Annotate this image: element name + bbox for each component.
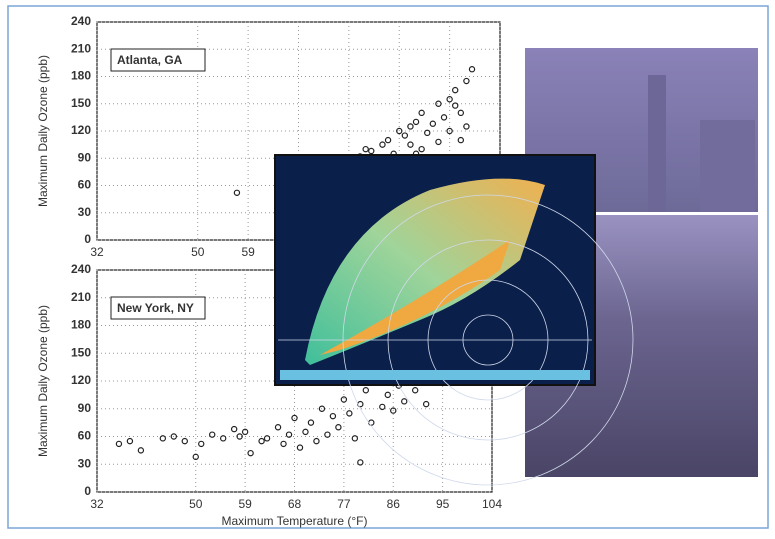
building <box>700 120 755 212</box>
slide: 0 30 60 90 120 150 180 210 240 32 50 59 68 77 86 95 104 M… <box>0 0 775 534</box>
x-axis-label: Maximum Temperature (°F) <box>222 514 368 528</box>
x-tick-label: 50 <box>189 497 203 511</box>
y-tick-label: 60 <box>78 429 92 443</box>
y-tick-label: 240 <box>71 14 91 28</box>
y-tick-label: 180 <box>71 69 91 83</box>
x-tick-label: 50 <box>191 245 205 259</box>
x-tick-label: 32 <box>90 245 104 259</box>
y-tick-label: 30 <box>78 205 92 219</box>
x-tick-label: 59 <box>238 497 252 511</box>
y-tick-label: 210 <box>71 290 91 304</box>
y-tick-label: 30 <box>78 456 92 470</box>
y-tick-label: 240 <box>71 262 91 276</box>
y-tick-label: 180 <box>71 318 91 332</box>
y-tick-label: 150 <box>71 96 91 110</box>
y-axis-label: Maximum Daily Ozone (ppb) <box>36 55 50 207</box>
x-tick-label: 32 <box>90 497 104 511</box>
y-tick-label: 120 <box>71 123 91 137</box>
y-tick-label: 0 <box>84 484 91 498</box>
x-tick-label: 68 <box>288 497 302 511</box>
y-tick-label: 60 <box>78 178 92 192</box>
x-tick-label: 86 <box>387 497 401 511</box>
x-tick-label: 95 <box>436 497 450 511</box>
y-axis-label: Maximum Daily Ozone (ppb) <box>36 305 50 457</box>
y-tick-label: 90 <box>78 150 92 164</box>
annotation: New York, NY <box>117 301 194 315</box>
x-tick-label: 104 <box>482 497 502 511</box>
y-tick-label: 90 <box>78 401 92 415</box>
y-tick-label: 120 <box>71 373 91 387</box>
building <box>648 75 666 212</box>
x-tick-label: 59 <box>241 245 255 259</box>
x-tick-label: 77 <box>337 497 351 511</box>
y-tick-label: 150 <box>71 345 91 359</box>
annotation: Atlanta, GA <box>117 53 183 67</box>
radar-colorbar <box>280 370 590 380</box>
y-tick-label: 0 <box>84 232 91 246</box>
y-tick-label: 210 <box>71 41 91 55</box>
